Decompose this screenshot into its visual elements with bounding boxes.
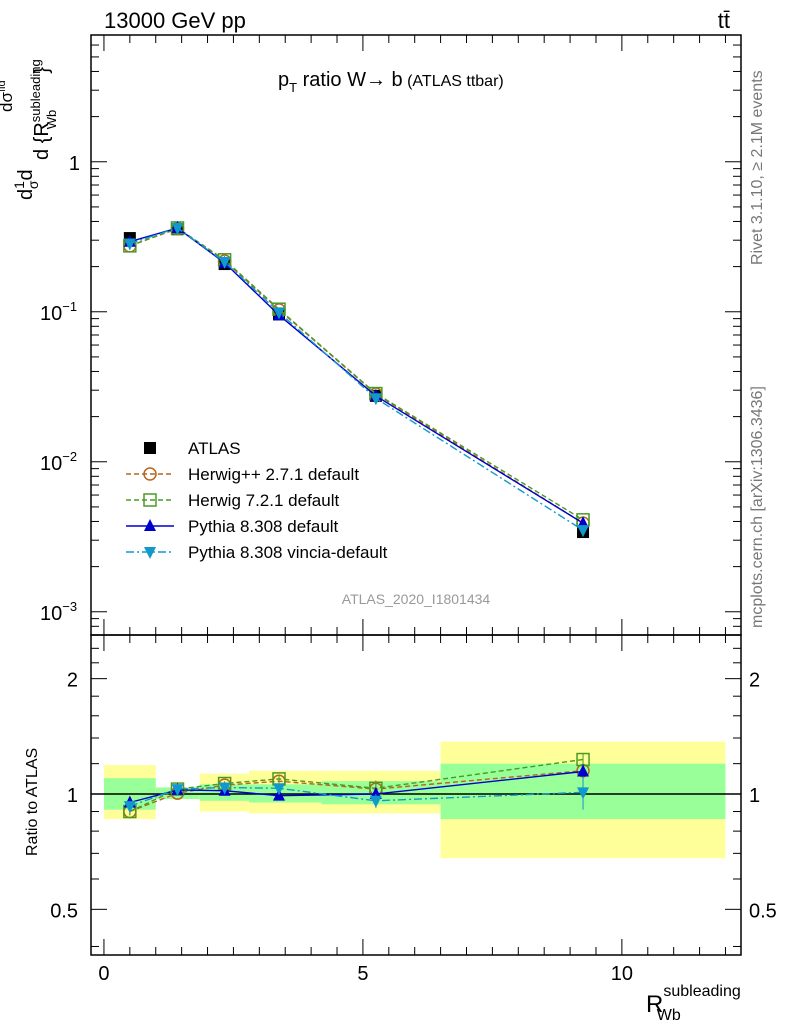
- ratio-point-pythia-8-308-vincia-default: [577, 787, 590, 800]
- legend: ATLAS Herwig++ 2.7.1 default Herwig 7.2.1 …: [126, 439, 388, 562]
- main-ylabel: d1σd: [11, 169, 41, 200]
- ratio-point-pythia-8-308-default: [577, 764, 590, 777]
- ratio-point-pythia-8-308-vincia-default: [123, 801, 136, 814]
- legend-label-herwig-7-2-1-default: Herwig 7.2.1 default: [188, 491, 339, 510]
- mcplots-label: mcplots.cern.ch [arXiv:1306.3436]: [749, 386, 766, 628]
- ratio-y-tick-label: 1: [749, 785, 760, 807]
- ratio-line-pythia-8-308-vincia-default: [129, 786, 584, 807]
- rivet-label: Rivet 3.1.10, ≥ 2.1M events: [749, 70, 766, 265]
- legend-label-herwig-2-7-1-default: Herwig++ 2.7.1 default: [188, 465, 359, 484]
- ratio-line-herwig-2-7-1-default: [129, 770, 584, 813]
- ratio-x-tick-label: 5: [357, 963, 368, 985]
- ratio-xlabel: Rsubleading Wb: [646, 983, 741, 1024]
- ratio-point-pythia-8-308-vincia-default: [218, 782, 231, 795]
- main-y-tick-label: 10−1: [40, 299, 77, 325]
- data-point-pythia-8-308-vincia-default: [369, 393, 382, 406]
- legend-marker-herwig-7-2-1-default: [143, 493, 157, 507]
- ratio-ylabel: Ratio to ATLAS: [24, 748, 41, 856]
- ratio-y-tick-label: 0.5: [50, 900, 78, 922]
- ratio-y-tick-label: 2: [749, 670, 760, 692]
- header-right: tt̄: [718, 8, 730, 33]
- legend-label-pythia-8-308-vincia-default: Pythia 8.308 vincia-default: [188, 543, 388, 562]
- ratio-y-tick-label: 1: [67, 785, 78, 807]
- main-title: pT ratio W→ b (ATLAS ttbar): [278, 69, 504, 95]
- ratio-x-tick-label: 10: [611, 963, 633, 985]
- main-ylabel-num: dσfid: [0, 80, 16, 112]
- data-point-pythia-8-308-vincia-default: [171, 222, 184, 235]
- ratio-y-tick-label: 0.5: [749, 900, 777, 922]
- data-point-pythia-8-308-default: [577, 516, 590, 529]
- ratio-y-tick-label: 2: [67, 670, 78, 692]
- data-point-pythia-8-308-vincia-default: [273, 307, 286, 320]
- ratio-point-pythia-8-308-vincia-default: [273, 783, 286, 796]
- ratio-frame: [90, 634, 742, 956]
- ratio-line-pythia-8-308-default: [129, 770, 584, 804]
- analysis-watermark: ATLAS_2020_I1801434: [342, 591, 491, 607]
- legend-marker-pythia-8-308-vincia-default: [144, 547, 156, 559]
- legend-marker-atlas: [144, 442, 156, 454]
- data-point-pythia-8-308-vincia-default: [218, 256, 231, 269]
- main-y-tick-label: 10−2: [40, 449, 77, 475]
- main-panel: 1 10−1 10−2 10−3: [40, 34, 742, 636]
- header-left: 13000 GeV pp: [104, 8, 246, 33]
- main-y-tick-label: 10−3: [40, 599, 77, 625]
- legend-marker-herwig-2-7-1-default: [143, 467, 157, 481]
- legend-marker-pythia-8-308-default: [144, 519, 156, 531]
- series-line-pythia-8-308-vincia-default: [129, 227, 584, 531]
- main-y-tick-label: 1: [69, 153, 80, 175]
- legend-label-atlas: ATLAS: [188, 439, 241, 458]
- data-point-pythia-8-308-vincia-default: [577, 525, 590, 538]
- main-ylabel-den: d {RsubleadingWb}: [28, 59, 59, 160]
- ratio-point-pythia-8-308-vincia-default: [369, 795, 382, 808]
- ratio-panel: 0 5 10 0.5 0.5 1 1 2 2: [50, 634, 777, 985]
- series-line-pythia-8-308-default: [129, 227, 584, 524]
- ratio-point-pythia-8-308-vincia-default: [171, 784, 184, 797]
- data-point-pythia-8-308-vincia-default: [123, 238, 136, 251]
- ratio-line-herwig-7-2-1-default: [129, 758, 584, 813]
- ratio-x-tick-label: 0: [98, 963, 109, 985]
- legend-label-pythia-8-308-default: Pythia 8.308 default: [188, 517, 339, 536]
